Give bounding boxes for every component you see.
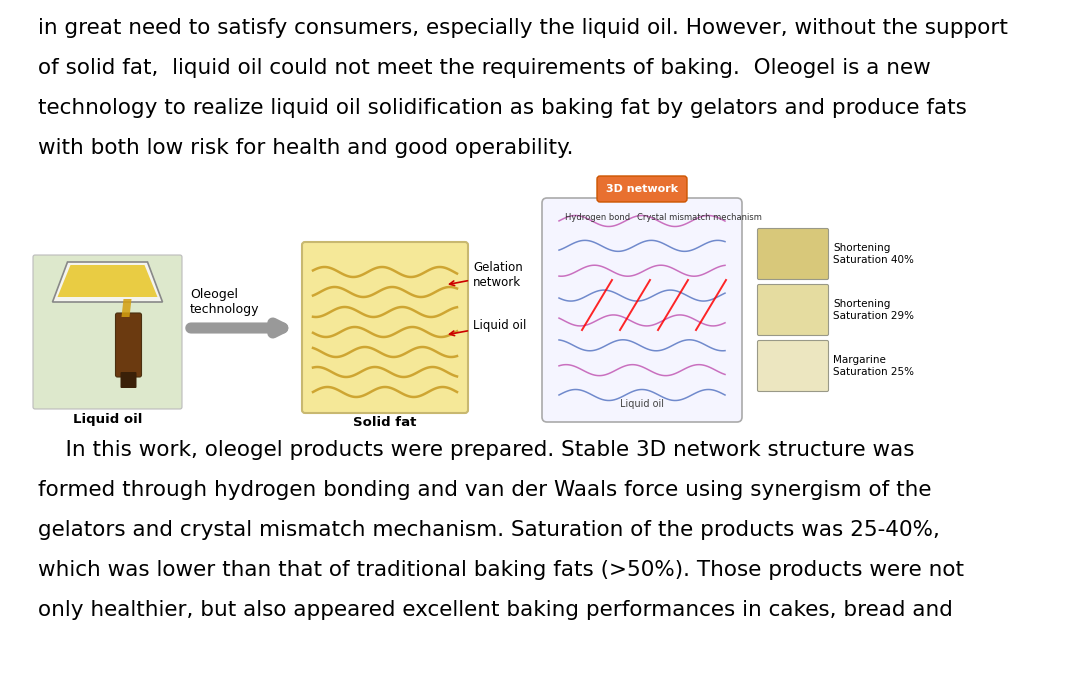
Text: Liquid oil: Liquid oil	[620, 399, 664, 409]
Text: In this work, oleogel products were prepared. Stable 3D network structure was: In this work, oleogel products were prep…	[38, 440, 915, 460]
Text: 3D network: 3D network	[606, 184, 678, 194]
FancyBboxPatch shape	[757, 229, 828, 279]
FancyBboxPatch shape	[762, 346, 823, 386]
Text: Gelation
network: Gelation network	[449, 261, 523, 289]
Text: Solid fat: Solid fat	[353, 416, 417, 429]
FancyBboxPatch shape	[121, 372, 136, 388]
Text: only healthier, but also appeared excellent baking performances in cakes, bread : only healthier, but also appeared excell…	[38, 600, 953, 620]
Polygon shape	[121, 299, 132, 317]
Text: formed through hydrogen bonding and van der Waals force using synergism of the: formed through hydrogen bonding and van …	[38, 480, 931, 500]
Text: Oleogel
technology: Oleogel technology	[190, 288, 259, 316]
Text: with both low risk for health and good operability.: with both low risk for health and good o…	[38, 138, 573, 158]
Text: Liquid oil: Liquid oil	[449, 319, 526, 335]
Text: Hydrogen bond: Hydrogen bond	[565, 213, 630, 221]
FancyBboxPatch shape	[757, 284, 828, 335]
FancyBboxPatch shape	[116, 313, 141, 377]
Text: Shortening
Saturation 29%: Shortening Saturation 29%	[833, 299, 914, 321]
Polygon shape	[57, 265, 158, 297]
FancyBboxPatch shape	[762, 290, 823, 330]
FancyBboxPatch shape	[762, 234, 823, 274]
Text: gelators and crystal mismatch mechanism. Saturation of the products was 25-40%,: gelators and crystal mismatch mechanism.…	[38, 520, 940, 540]
Text: technology to realize liquid oil solidification as baking fat by gelators and pr: technology to realize liquid oil solidif…	[38, 98, 967, 118]
Text: in great need to satisfy consumers, especially the liquid oil. However, without : in great need to satisfy consumers, espe…	[38, 18, 1008, 38]
Text: Crystal mismatch mechanism: Crystal mismatch mechanism	[637, 213, 761, 221]
Text: Shortening
Saturation 40%: Shortening Saturation 40%	[833, 243, 914, 265]
Polygon shape	[53, 262, 162, 302]
Text: Margarine
Saturation 25%: Margarine Saturation 25%	[833, 355, 914, 377]
FancyBboxPatch shape	[597, 176, 687, 202]
FancyBboxPatch shape	[757, 340, 828, 391]
FancyBboxPatch shape	[33, 255, 183, 409]
FancyBboxPatch shape	[542, 198, 742, 422]
FancyBboxPatch shape	[302, 242, 468, 413]
Text: of solid fat,  liquid oil could not meet the requirements of baking.  Oleogel is: of solid fat, liquid oil could not meet …	[38, 58, 931, 78]
Text: Liquid oil: Liquid oil	[72, 413, 143, 426]
Text: which was lower than that of traditional baking fats (>50%). Those products were: which was lower than that of traditional…	[38, 560, 964, 580]
